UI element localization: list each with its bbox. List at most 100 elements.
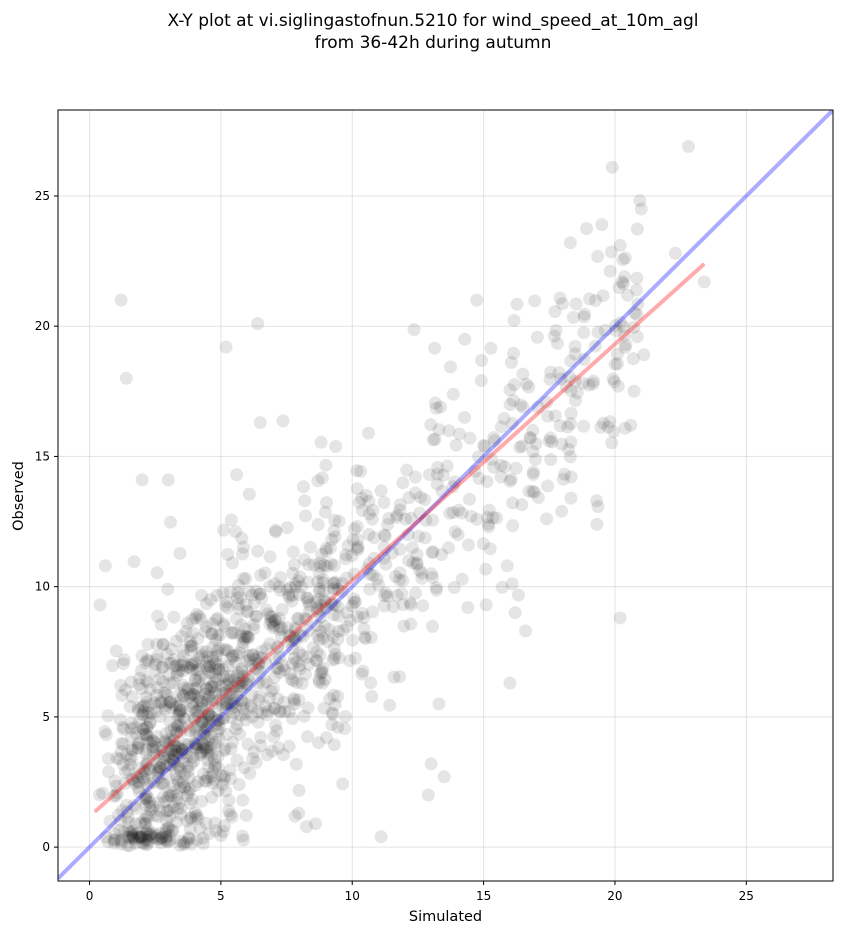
data-point <box>290 675 304 689</box>
data-point <box>121 763 135 777</box>
data-point <box>231 585 245 599</box>
data-point <box>157 776 171 790</box>
data-point <box>153 697 167 711</box>
data-point <box>319 595 333 609</box>
data-point <box>127 555 141 569</box>
data-point <box>276 659 290 673</box>
data-point <box>413 506 427 520</box>
data-point <box>414 490 427 504</box>
data-point <box>140 833 154 847</box>
data-point <box>171 709 185 723</box>
data-point <box>289 757 303 771</box>
data-point <box>181 683 195 697</box>
data-point <box>325 718 339 732</box>
data-point <box>435 548 449 561</box>
data-point <box>276 414 290 428</box>
data-point <box>193 821 207 835</box>
data-point <box>273 665 287 679</box>
data-point <box>470 512 484 526</box>
data-point <box>178 768 192 781</box>
data-point <box>193 746 207 760</box>
data-point <box>259 656 272 670</box>
data-point <box>260 708 274 722</box>
data-point <box>187 688 201 701</box>
data-point <box>267 702 281 716</box>
data-point <box>241 669 255 683</box>
data-point <box>139 746 153 760</box>
data-point <box>186 700 200 714</box>
data-point <box>312 582 326 596</box>
data-point <box>263 550 277 564</box>
data-point <box>316 661 330 675</box>
data-point <box>633 194 647 208</box>
data-point <box>231 676 245 690</box>
data-point <box>164 701 178 715</box>
data-point <box>446 480 460 494</box>
data-point <box>272 612 286 625</box>
data-point <box>236 829 249 843</box>
data-point <box>221 672 235 686</box>
data-point <box>223 687 237 701</box>
data-point <box>282 739 296 753</box>
data-point <box>205 617 219 631</box>
y-tick-label: 5 <box>42 710 50 724</box>
data-point <box>198 774 212 788</box>
data-point <box>326 707 340 721</box>
data-point <box>225 626 239 640</box>
data-point <box>293 588 306 602</box>
data-point <box>135 836 149 850</box>
data-point <box>109 779 123 793</box>
data-point <box>201 650 214 663</box>
data-point <box>268 577 282 591</box>
data-point <box>271 692 285 706</box>
data-point <box>479 562 493 576</box>
data-point <box>263 637 277 651</box>
data-point <box>611 379 625 393</box>
data-point <box>185 613 199 627</box>
data-point <box>618 421 632 435</box>
data-point <box>327 688 341 702</box>
data-point <box>230 717 244 731</box>
data-point <box>133 671 147 685</box>
data-point <box>159 826 173 840</box>
data-point <box>195 715 209 729</box>
data-point <box>171 802 185 815</box>
data-point <box>107 836 121 850</box>
data-point <box>415 566 429 580</box>
data-point <box>168 743 182 757</box>
data-point <box>236 547 250 561</box>
data-point <box>307 558 321 572</box>
data-point <box>174 834 187 848</box>
data-point <box>627 320 641 334</box>
data-point <box>296 630 310 643</box>
data-point <box>236 702 250 716</box>
data-point <box>410 548 424 561</box>
data-point <box>152 771 165 785</box>
x-tick-label: 20 <box>607 889 622 903</box>
data-point <box>327 608 341 622</box>
data-point <box>125 828 138 841</box>
data-point <box>170 772 184 786</box>
data-point <box>170 792 184 806</box>
data-point <box>143 716 157 730</box>
data-point <box>282 628 296 642</box>
data-point <box>157 748 171 762</box>
data-point <box>229 700 242 714</box>
data-point <box>564 354 578 368</box>
data-point <box>138 656 152 670</box>
data-point <box>224 772 238 785</box>
data-point <box>184 837 198 851</box>
data-point <box>564 491 578 505</box>
data-point <box>185 687 199 701</box>
data-point <box>197 728 211 742</box>
data-point <box>207 773 221 787</box>
data-point <box>292 783 306 797</box>
data-point <box>172 708 186 722</box>
data-point <box>213 628 227 642</box>
data-point <box>224 702 238 716</box>
data-point <box>328 698 342 711</box>
data-point <box>393 542 407 556</box>
data-point <box>142 698 156 712</box>
data-point <box>184 810 198 824</box>
data-point <box>294 580 308 594</box>
